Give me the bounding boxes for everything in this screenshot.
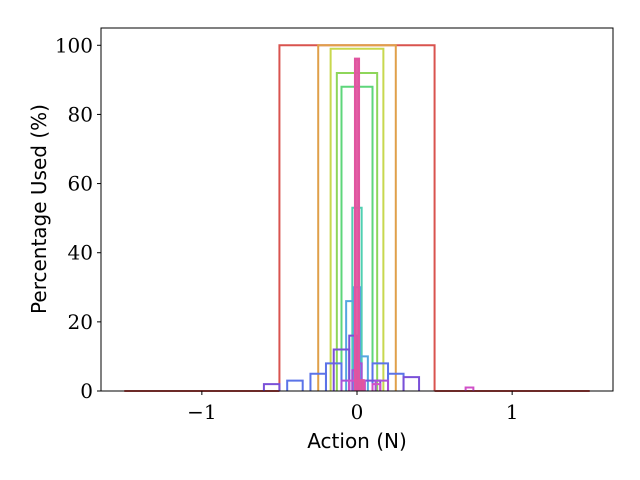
bin-1-0 bbox=[317, 44, 397, 391]
bin-11-0 bbox=[353, 57, 361, 391]
series-4 bbox=[340, 85, 374, 391]
x-tick-label-1: 0 bbox=[351, 400, 364, 424]
bin-4-0 bbox=[340, 85, 374, 391]
y-tick-label-3: 60 bbox=[68, 172, 93, 196]
x-axis-label: Action (N) bbox=[307, 429, 407, 453]
bin-6-1 bbox=[352, 286, 362, 391]
bin-3-0 bbox=[335, 71, 379, 391]
y-tick-label-1: 20 bbox=[68, 310, 93, 334]
series-11 bbox=[353, 57, 365, 391]
bin-10-0 bbox=[348, 379, 366, 391]
series-6 bbox=[345, 286, 369, 391]
y-tick-label-4: 80 bbox=[68, 102, 93, 126]
bin-2-0 bbox=[329, 47, 385, 391]
bin-10-2 bbox=[464, 386, 475, 391]
y-tick-label-0: 0 bbox=[80, 379, 93, 403]
bin-5-0 bbox=[351, 206, 363, 391]
bin-11-1 bbox=[358, 379, 365, 391]
x-tick-label-0: −1 bbox=[187, 400, 216, 424]
bin-9-3 bbox=[374, 379, 390, 391]
y-axis-label: Percentage Used (%) bbox=[27, 104, 51, 314]
bin-6-2 bbox=[359, 355, 369, 391]
x-tick-label-2: 1 bbox=[506, 400, 519, 424]
series-3 bbox=[335, 71, 379, 391]
bin-8-0 bbox=[262, 383, 281, 391]
bin-8-4 bbox=[402, 376, 421, 391]
bin-10-1 bbox=[371, 383, 382, 391]
series-2 bbox=[329, 47, 385, 391]
series-1 bbox=[317, 44, 397, 391]
series-5 bbox=[351, 206, 363, 391]
series-10 bbox=[348, 379, 475, 391]
bin-7-0 bbox=[286, 379, 304, 391]
y-tick-label-5: 100 bbox=[55, 33, 93, 57]
y-tick-label-2: 40 bbox=[68, 241, 93, 265]
